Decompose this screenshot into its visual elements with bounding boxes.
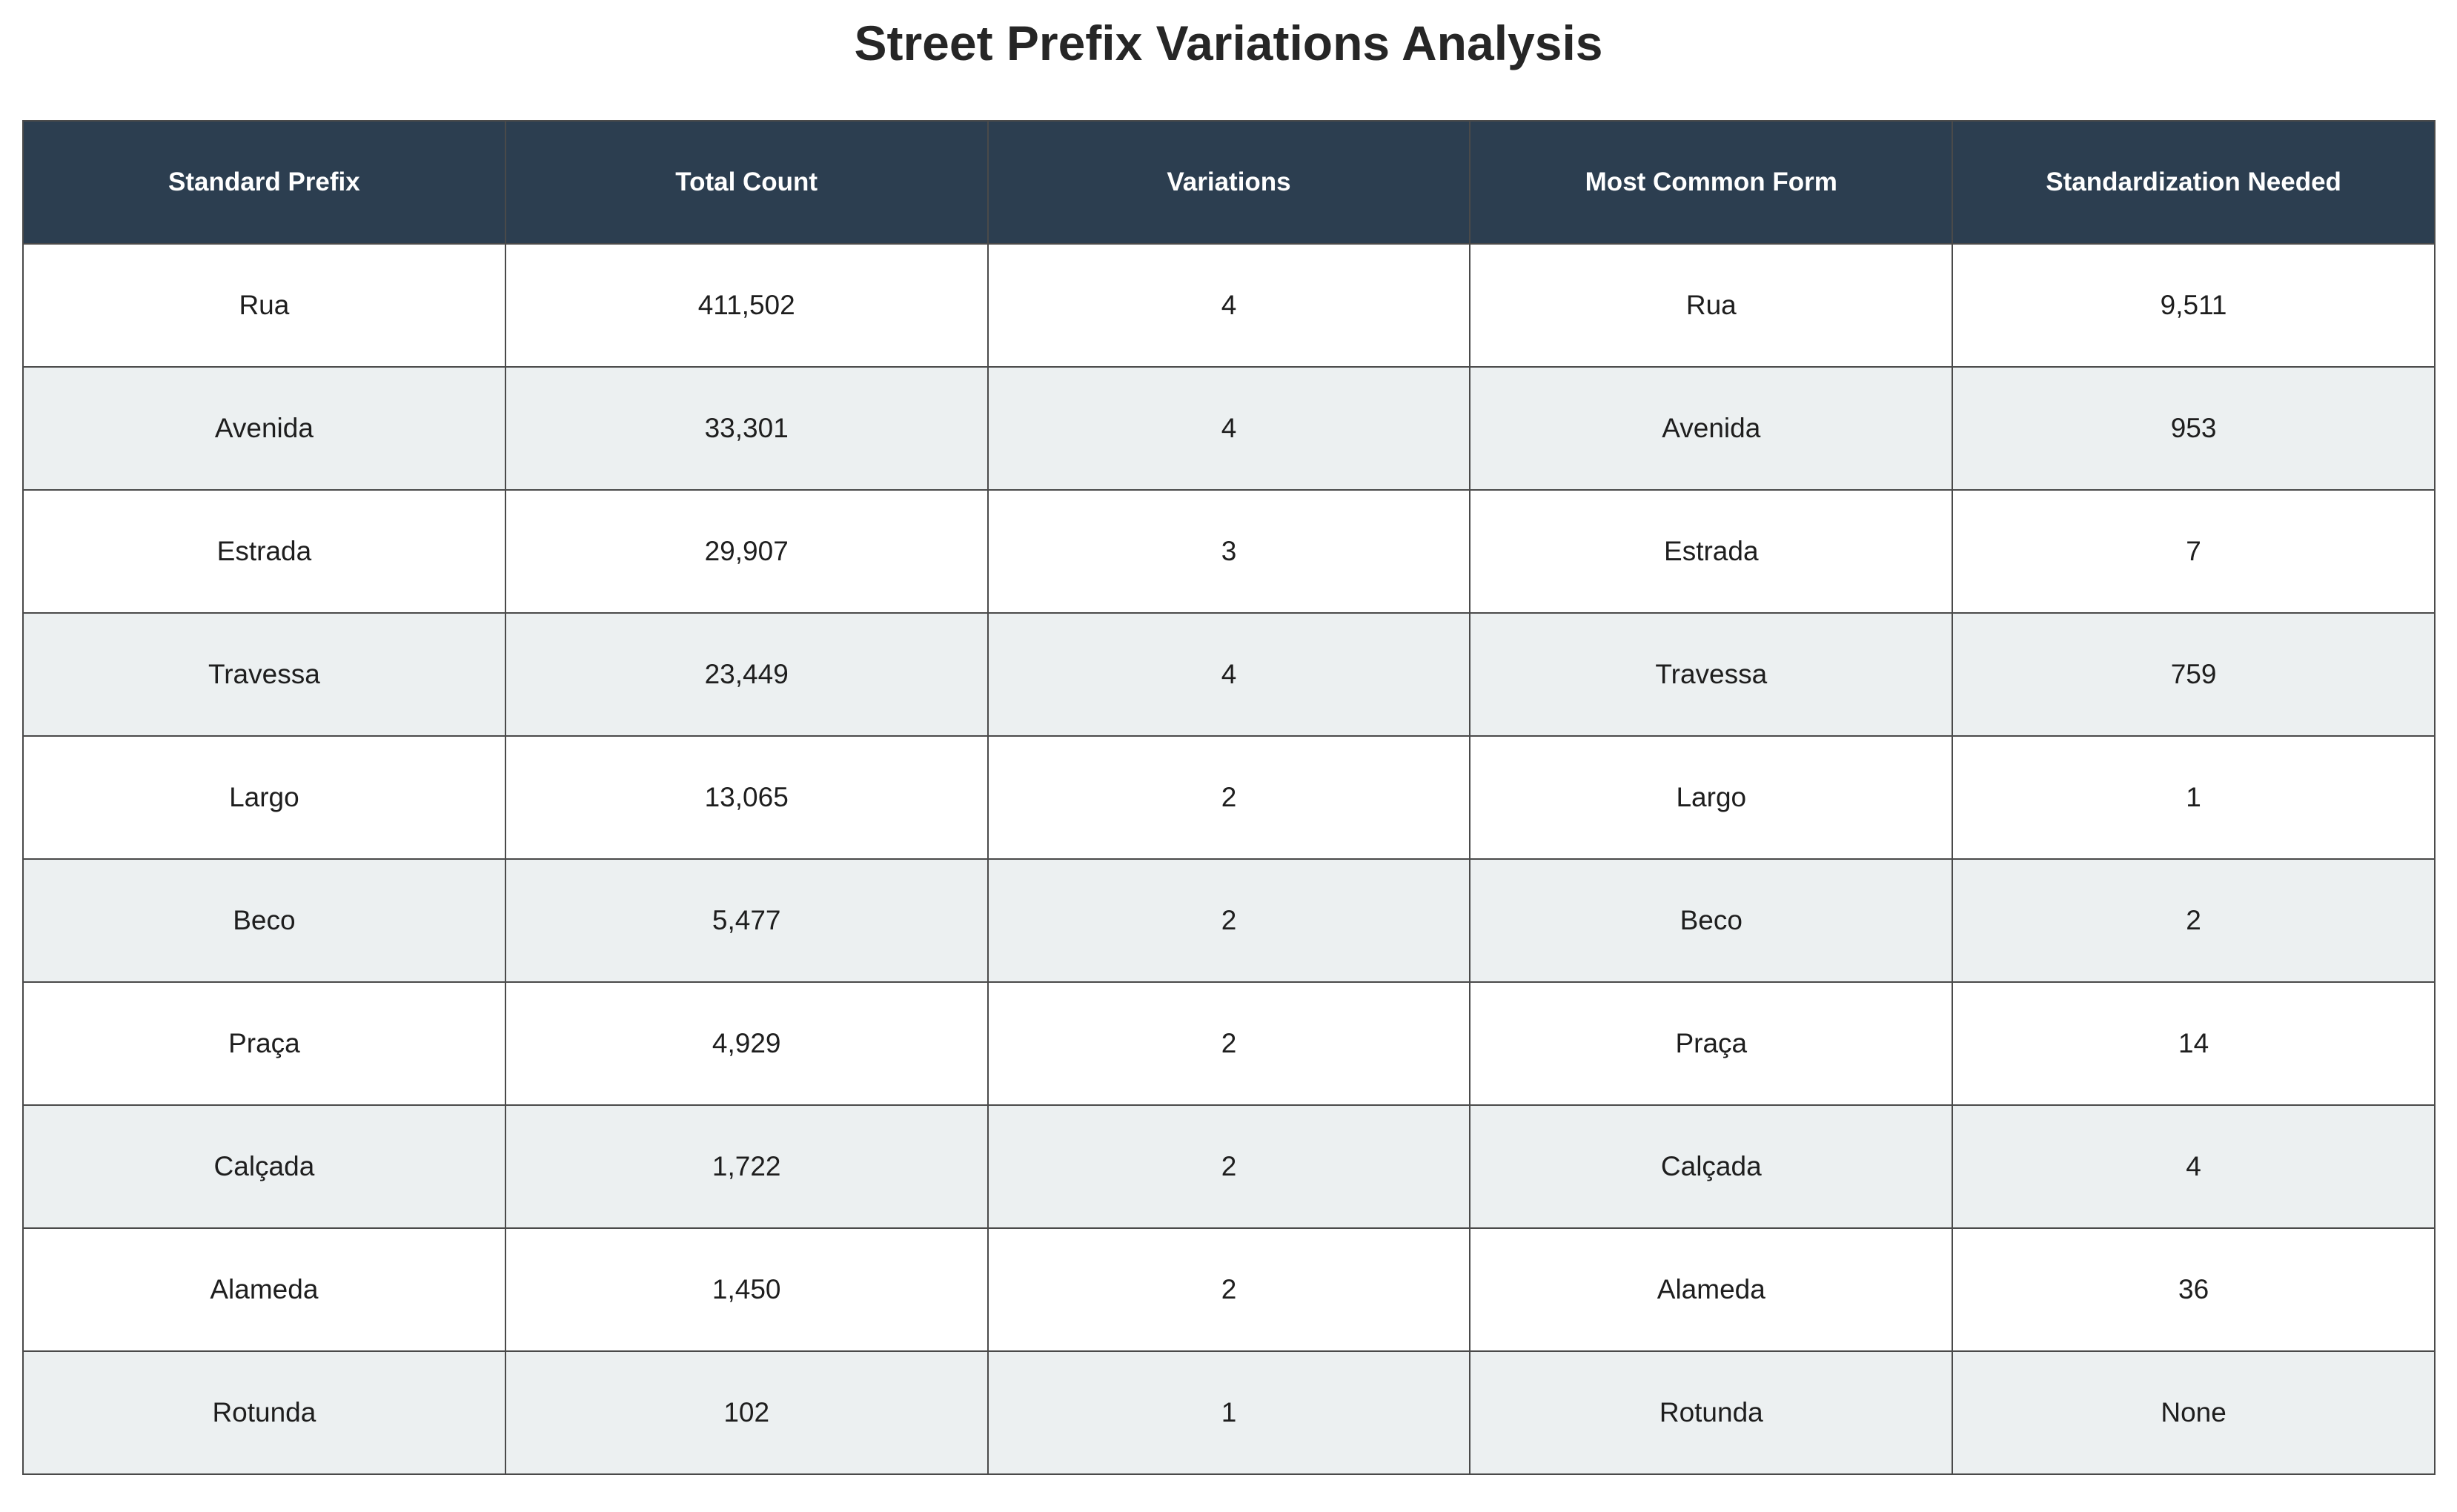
prefix-table: Standard Prefix Total Count Variations M… xyxy=(22,120,2436,1475)
column-header: Standardization Needed xyxy=(1952,120,2436,245)
cell-total-count: 4,929 xyxy=(504,981,989,1106)
table-row: Beco 5,477 2 Beco 2 xyxy=(22,858,2436,983)
cell-standardization-needed: 7 xyxy=(1952,489,2436,614)
cell-standardization-needed: 14 xyxy=(1952,981,2436,1106)
table-row: Largo 13,065 2 Largo 1 xyxy=(22,735,2436,860)
cell-total-count: 5,477 xyxy=(504,858,989,983)
cell-most-common-form: Largo xyxy=(1469,735,1954,860)
cell-standardization-needed: 4 xyxy=(1952,1104,2436,1229)
cell-most-common-form: Beco xyxy=(1469,858,1954,983)
cell-standard-prefix: Largo xyxy=(22,735,506,860)
table-body: Rua 411,502 4 Rua 9,511 Avenida 33,301 4 Avenida… xyxy=(22,243,2436,1475)
cell-total-count: 411,502 xyxy=(504,243,989,368)
table-header-row: Standard Prefix Total Count Variations M… xyxy=(22,120,2436,245)
cell-variations: 2 xyxy=(987,1104,1471,1229)
cell-total-count: 1,450 xyxy=(504,1227,989,1352)
cell-standardization-needed: 759 xyxy=(1952,612,2436,737)
cell-total-count: 33,301 xyxy=(504,366,989,491)
table-row: Avenida 33,301 4 Avenida 953 xyxy=(22,366,2436,491)
cell-variations: 2 xyxy=(987,858,1471,983)
cell-standardization-needed: 36 xyxy=(1952,1227,2436,1352)
table-row: Calçada 1,722 2 Calçada 4 xyxy=(22,1104,2436,1229)
cell-variations: 4 xyxy=(987,612,1471,737)
cell-most-common-form: Calçada xyxy=(1469,1104,1954,1229)
cell-total-count: 29,907 xyxy=(504,489,989,614)
column-header: Variations xyxy=(987,120,1471,245)
cell-most-common-form: Avenida xyxy=(1469,366,1954,491)
cell-standard-prefix: Praça xyxy=(22,981,506,1106)
cell-most-common-form: Estrada xyxy=(1469,489,1954,614)
cell-standardization-needed: 1 xyxy=(1952,735,2436,860)
column-header: Standard Prefix xyxy=(22,120,506,245)
cell-standard-prefix: Rotunda xyxy=(22,1350,506,1475)
chart-title: Street Prefix Variations Analysis xyxy=(854,16,1603,70)
cell-most-common-form: Travessa xyxy=(1469,612,1954,737)
table-row: Praça 4,929 2 Praça 14 xyxy=(22,981,2436,1106)
table-row: Rua 411,502 4 Rua 9,511 xyxy=(22,243,2436,368)
cell-variations: 4 xyxy=(987,366,1471,491)
cell-standard-prefix: Estrada xyxy=(22,489,506,614)
cell-standard-prefix: Avenida xyxy=(22,366,506,491)
table-row: Travessa 23,449 4 Travessa 759 xyxy=(22,612,2436,737)
cell-standard-prefix: Beco xyxy=(22,858,506,983)
cell-standardization-needed: 2 xyxy=(1952,858,2436,983)
cell-variations: 4 xyxy=(987,243,1471,368)
cell-variations: 2 xyxy=(987,981,1471,1106)
cell-most-common-form: Alameda xyxy=(1469,1227,1954,1352)
table-row: Rotunda 102 1 Rotunda None xyxy=(22,1350,2436,1475)
cell-most-common-form: Rua xyxy=(1469,243,1954,368)
cell-most-common-form: Rotunda xyxy=(1469,1350,1954,1475)
table-row: Alameda 1,450 2 Alameda 36 xyxy=(22,1227,2436,1352)
cell-total-count: 102 xyxy=(504,1350,989,1475)
cell-standardization-needed: 953 xyxy=(1952,366,2436,491)
cell-total-count: 1,722 xyxy=(504,1104,989,1229)
cell-total-count: 13,065 xyxy=(504,735,989,860)
column-header: Total Count xyxy=(504,120,989,245)
cell-standardization-needed: 9,511 xyxy=(1952,243,2436,368)
table-row: Estrada 29,907 3 Estrada 7 xyxy=(22,489,2436,614)
cell-standard-prefix: Calçada xyxy=(22,1104,506,1229)
cell-standard-prefix: Travessa xyxy=(22,612,506,737)
cell-most-common-form: Praça xyxy=(1469,981,1954,1106)
cell-variations: 3 xyxy=(987,489,1471,614)
cell-total-count: 23,449 xyxy=(504,612,989,737)
cell-variations: 1 xyxy=(987,1350,1471,1475)
column-header: Most Common Form xyxy=(1469,120,1954,245)
cell-variations: 2 xyxy=(987,735,1471,860)
cell-variations: 2 xyxy=(987,1227,1471,1352)
cell-standardization-needed: None xyxy=(1952,1350,2436,1475)
cell-standard-prefix: Alameda xyxy=(22,1227,506,1352)
cell-standard-prefix: Rua xyxy=(22,243,506,368)
